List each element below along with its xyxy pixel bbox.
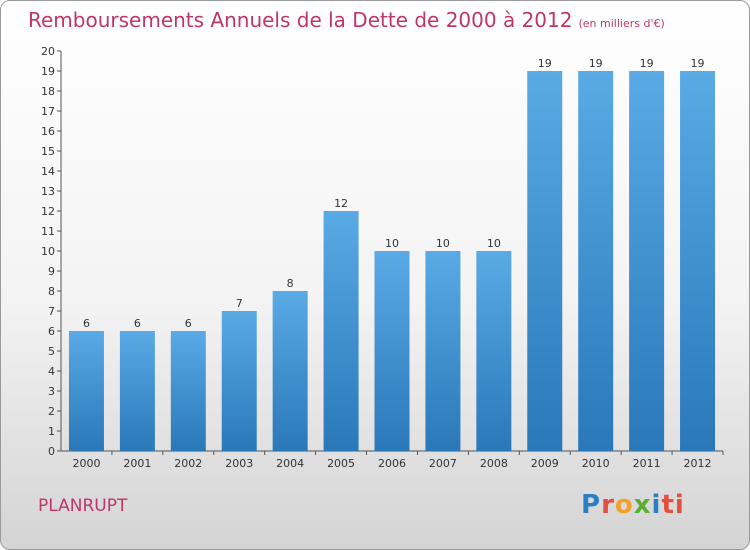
data-label: 10 — [436, 237, 450, 250]
logo-letter: ti — [661, 490, 685, 520]
bar — [323, 211, 359, 451]
logo-letter: r — [601, 490, 615, 520]
bar — [425, 251, 461, 451]
bar — [68, 331, 104, 451]
chart-title: Remboursements Annuels de la Dette de 20… — [28, 8, 665, 32]
y-tick-label: 15 — [41, 145, 55, 158]
logo-letter: x — [633, 490, 652, 520]
data-label: 19 — [589, 57, 603, 70]
x-tick-label: 2002 — [174, 457, 202, 470]
commune-name: PLANRUPT — [38, 496, 128, 516]
data-label: 8 — [287, 277, 294, 290]
data-label: 6 — [134, 317, 141, 330]
bar — [272, 291, 308, 451]
proxiti-logo: Proxiti — [581, 490, 685, 520]
y-tick-label: 2 — [48, 405, 55, 418]
y-tick-label: 11 — [41, 225, 55, 238]
y-tick-label: 16 — [41, 125, 55, 138]
y-tick-label: 7 — [48, 305, 55, 318]
y-tick-label: 12 — [41, 205, 55, 218]
bar — [221, 311, 257, 451]
logo-letter: i — [651, 490, 662, 520]
y-tick-label: 5 — [48, 345, 55, 358]
bar — [170, 331, 206, 451]
data-label: 12 — [334, 197, 348, 210]
bar — [680, 71, 716, 451]
bar — [476, 251, 512, 451]
data-label: 19 — [640, 57, 654, 70]
x-tick-label: 2009 — [531, 457, 559, 470]
x-tick-label: 2007 — [429, 457, 457, 470]
data-label: 6 — [83, 317, 90, 330]
bar — [629, 71, 665, 451]
data-label: 6 — [185, 317, 192, 330]
chart-unit: (en milliers d'€) — [578, 17, 665, 30]
bar — [578, 71, 614, 451]
y-tick-label: 17 — [41, 105, 55, 118]
x-tick-label: 2005 — [327, 457, 355, 470]
y-tick-label: 8 — [48, 285, 55, 298]
data-label: 19 — [691, 57, 705, 70]
x-tick-label: 2006 — [378, 457, 406, 470]
y-tick-label: 9 — [48, 265, 55, 278]
y-tick-label: 6 — [48, 325, 55, 338]
data-label: 7 — [236, 297, 243, 310]
data-label: 10 — [385, 237, 399, 250]
y-tick-label: 1 — [48, 425, 55, 438]
x-tick-label: 2012 — [684, 457, 712, 470]
y-tick-label: 4 — [48, 365, 55, 378]
x-tick-label: 2001 — [123, 457, 151, 470]
bar — [374, 251, 410, 451]
y-tick-label: 10 — [41, 245, 55, 258]
chart-title-text: Remboursements Annuels de la Dette de 20… — [28, 8, 573, 32]
y-tick-label: 20 — [41, 45, 55, 58]
y-tick-label: 19 — [41, 65, 55, 78]
logo-letter: o — [614, 490, 634, 520]
logo-letter: P — [581, 490, 602, 520]
x-tick-label: 2003 — [225, 457, 253, 470]
bars: 6 6 6 7 8 12 10 10 10 19 19 19 19 — [68, 57, 716, 451]
x-tick-label: 2008 — [480, 457, 508, 470]
bar — [527, 71, 563, 451]
x-tick-label: 2000 — [72, 457, 100, 470]
data-label: 10 — [487, 237, 501, 250]
y-tick-label: 3 — [48, 385, 55, 398]
y-tick-label: 14 — [41, 165, 55, 178]
y-tick-label: 13 — [41, 185, 55, 198]
y-tick-label: 0 — [48, 445, 55, 458]
bar — [119, 331, 155, 451]
x-tick-label: 2011 — [633, 457, 661, 470]
data-label: 19 — [538, 57, 552, 70]
y-tick-label: 18 — [41, 85, 55, 98]
x-tick-label: 2004 — [276, 457, 304, 470]
x-tick-label: 2010 — [582, 457, 610, 470]
